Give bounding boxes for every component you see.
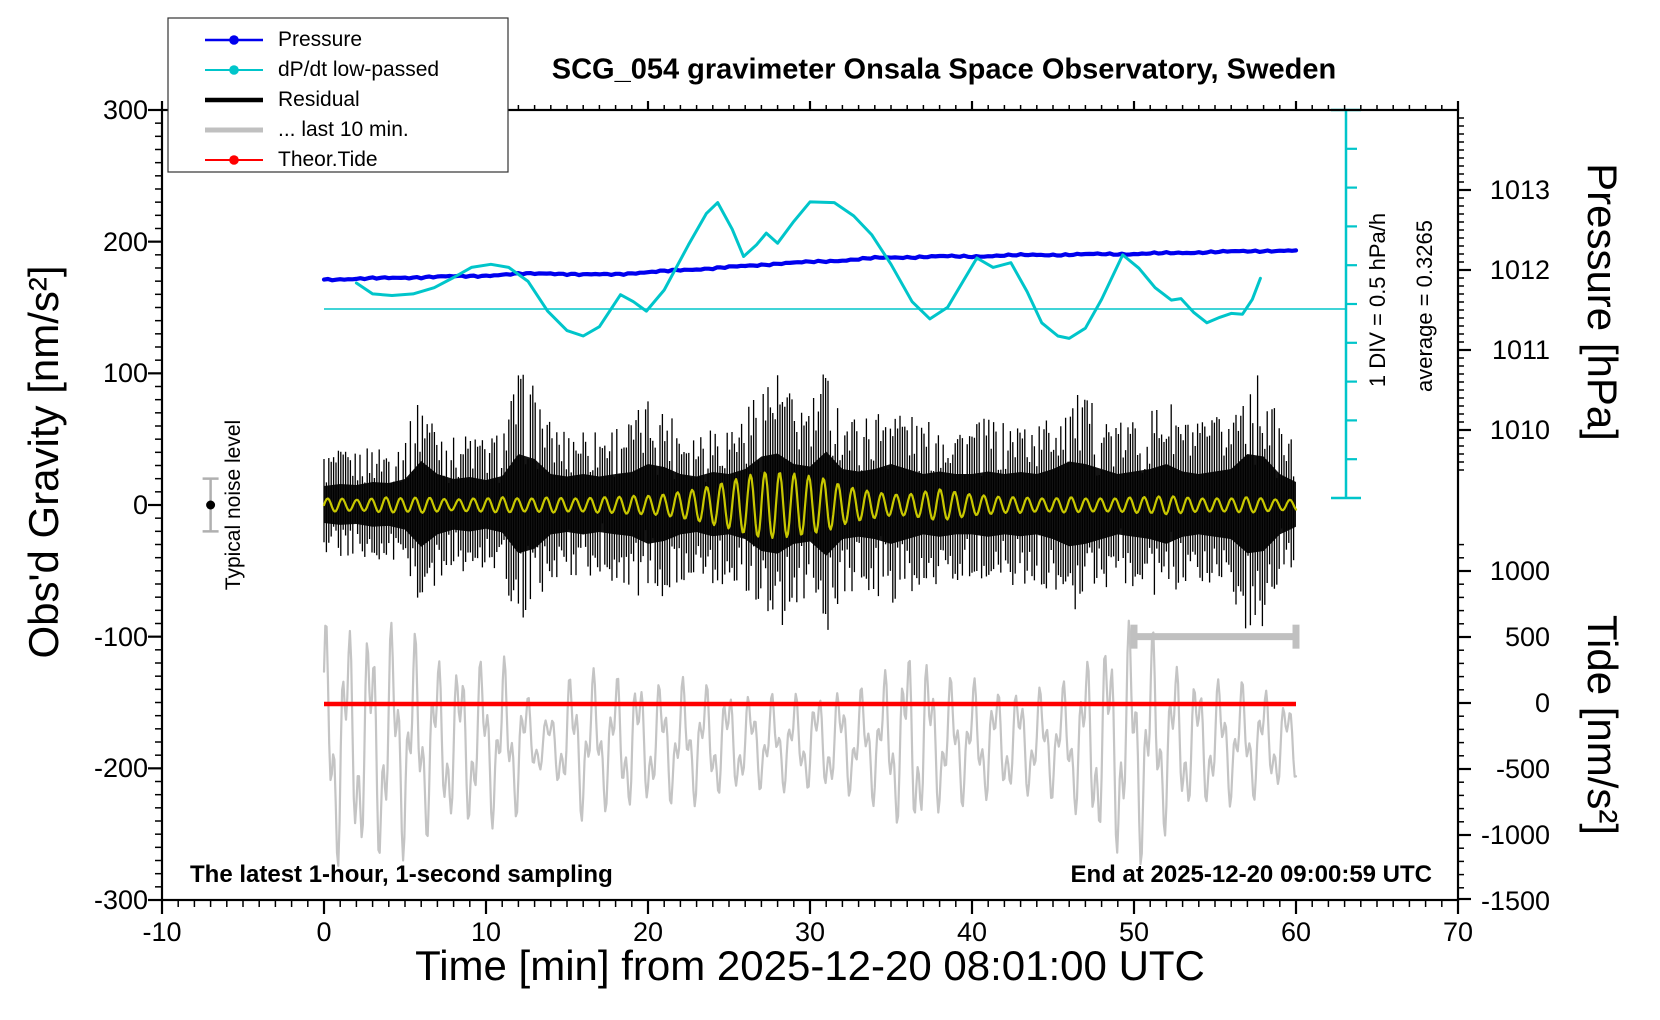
- legend-sample-dot: [229, 65, 239, 75]
- dpdt-trace: [354, 200, 1262, 340]
- pressure-trace: [321, 248, 1299, 283]
- residual-lowpassed-trace: [322, 471, 1298, 540]
- legend-box: [167, 17, 509, 173]
- legend-sample-dot: [229, 35, 239, 45]
- last10min-trace: [322, 619, 1298, 867]
- legend-sample-dot: [229, 155, 239, 165]
- noise-bar-dot: [206, 500, 216, 510]
